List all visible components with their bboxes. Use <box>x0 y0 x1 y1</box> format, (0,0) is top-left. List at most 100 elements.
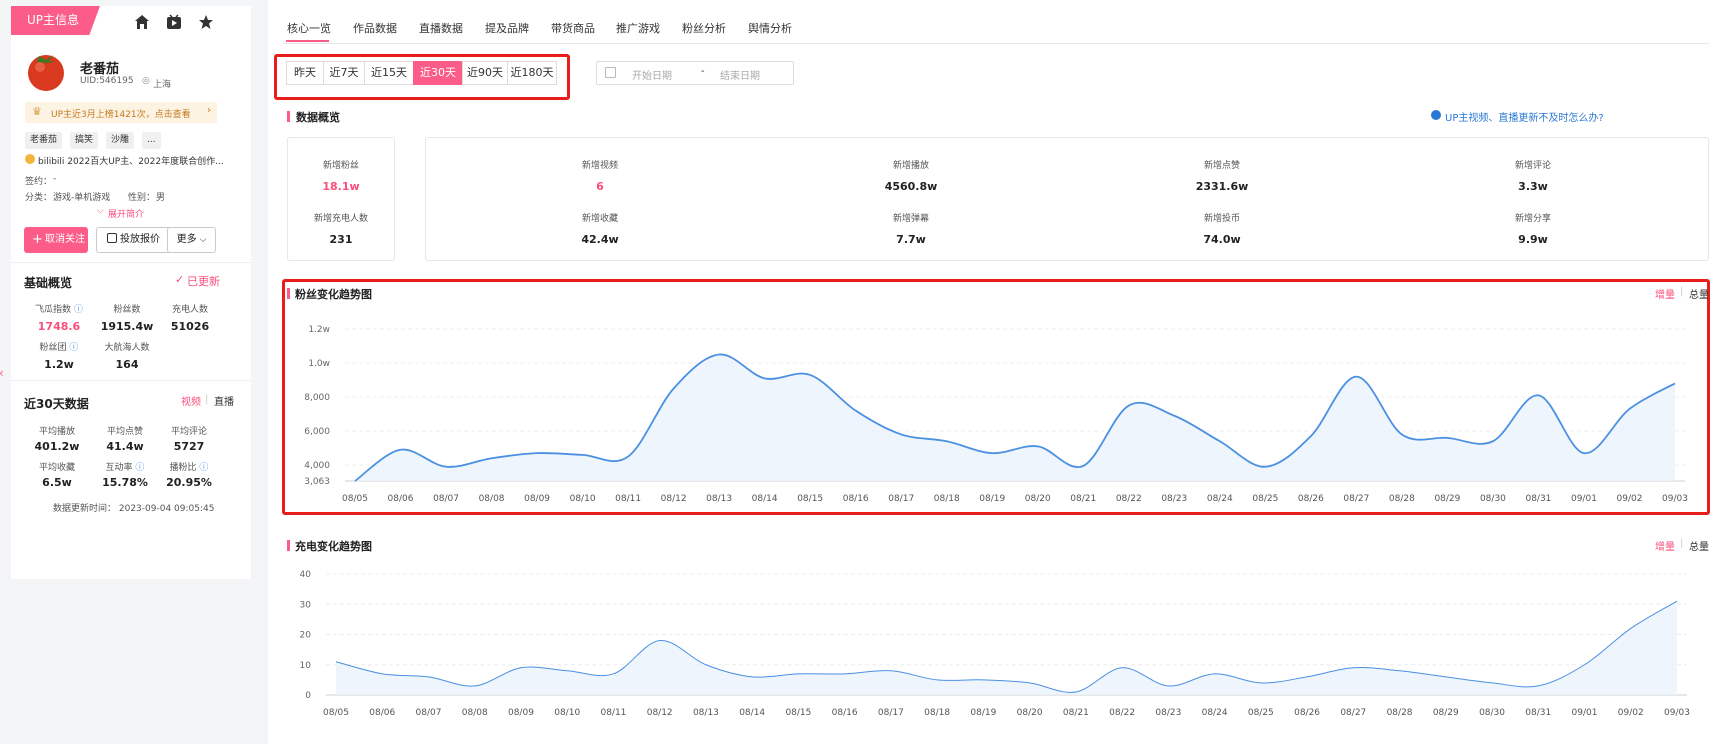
stat-play-fan-ratio: 播粉比 ⓘ 20.95% <box>157 460 221 489</box>
x-tick-label: 08/21 <box>1070 494 1096 504</box>
x-tick-label: 08/19 <box>970 708 996 718</box>
recent-tab-video[interactable]: 视频 <box>181 397 201 408</box>
info-icon: ⓘ <box>66 343 79 353</box>
stat-value: 42.4w <box>581 233 619 246</box>
tab-goods[interactable]: 带货商品 <box>551 22 595 35</box>
series-area <box>355 354 1675 481</box>
stat-value: 401.2w <box>34 440 80 453</box>
charge-toggle-total[interactable]: 总量 <box>1689 542 1709 553</box>
up-info-tab[interactable]: UP主信息 <box>11 6 100 35</box>
y-tick-label: 8,000 <box>304 393 330 403</box>
stat-label: 粉丝数 <box>113 305 141 315</box>
x-tick-label: 08/17 <box>888 494 914 504</box>
stat-label: 新增分享 <box>1514 214 1551 224</box>
location-icon: ◎ <box>142 76 150 86</box>
x-tick-label: 08/20 <box>1017 708 1043 718</box>
sign-label: 签约： <box>25 177 53 187</box>
video-icon[interactable] <box>166 14 184 32</box>
x-tick-label: 09/02 <box>1618 708 1644 718</box>
collapse-handle[interactable]: ‹ <box>0 358 6 390</box>
tab-opinion[interactable]: 舆情分析 <box>748 22 792 35</box>
y-tick-label: 1.0w <box>308 359 330 369</box>
active-tab-underline <box>286 40 329 42</box>
fans-chart-highlight-box <box>282 279 1710 515</box>
rank-banner[interactable]: ♛ UP主近3月上榜1421次，点击查看 › <box>25 102 217 123</box>
category-label: 分类： <box>25 193 53 203</box>
range-30d[interactable]: 近30天 <box>413 61 463 85</box>
fans-toggle-increment[interactable]: 增量 <box>1655 290 1675 301</box>
date-range-picker[interactable]: 开始日期 - 结束日期 <box>596 61 794 85</box>
quote-label: 投放报价 <box>120 234 160 245</box>
tag-chip[interactable]: ... <box>142 132 161 149</box>
x-tick-label: 08/07 <box>416 708 442 718</box>
recent-tab-live[interactable]: 直播 <box>214 397 234 408</box>
tab-separator: | <box>205 394 209 405</box>
stat-value: 1915.4w <box>100 320 154 333</box>
x-tick-label: 08/14 <box>752 494 778 504</box>
x-tick-label: 08/17 <box>878 708 904 718</box>
tab-works[interactable]: 作品数据 <box>353 22 397 35</box>
overview-title: 数据概览 <box>296 111 340 124</box>
x-tick-label: 08/19 <box>979 494 1005 504</box>
range-15d[interactable]: 近15天 <box>364 61 414 85</box>
unfollow-label: 取消关注 <box>45 234 85 245</box>
range-yesterday[interactable]: 昨天 <box>286 61 324 85</box>
range-highlight-box <box>274 54 570 100</box>
date-start[interactable]: 开始日期 <box>632 71 672 82</box>
date-end[interactable]: 结束日期 <box>720 71 760 82</box>
x-tick-label: 08/26 <box>1298 494 1324 504</box>
quote-icon <box>107 233 117 243</box>
stat-value: 164 <box>115 358 139 371</box>
stat-feigua-index: 飞瓜指数 ⓘ 1748.6 <box>27 302 91 333</box>
x-tick-label: 08/09 <box>524 494 550 504</box>
x-tick-label: 08/09 <box>508 708 534 718</box>
quote-button[interactable]: 投放报价 <box>96 227 171 253</box>
tab-fans[interactable]: 粉丝分析 <box>682 22 726 35</box>
x-tick-label: 09/01 <box>1571 494 1597 504</box>
stat-new-danmaku: 新增弹幕 7.7w <box>851 211 971 246</box>
stat-value: 9.9w <box>1518 233 1548 246</box>
divider <box>11 262 251 263</box>
stat-new-plays: 新增播放 4560.8w <box>851 158 971 193</box>
stat-guard: 大航海人数 164 <box>95 340 159 371</box>
tab-games[interactable]: 推广游戏 <box>616 22 660 35</box>
range-7d[interactable]: 近7天 <box>323 61 365 85</box>
range-180d[interactable]: 近180天 <box>507 61 557 85</box>
tab-brands[interactable]: 提及品牌 <box>485 22 529 35</box>
home-icon[interactable] <box>134 14 152 32</box>
series-points <box>354 354 1676 482</box>
expand-intro-link[interactable]: 展开简介 <box>108 210 145 220</box>
stat-new-coins: 新增投币 74.0w <box>1162 211 1282 246</box>
rank-banner-text: UP主近3月上榜1421次，点击查看 <box>51 110 191 120</box>
series-line <box>335 600 1678 693</box>
stat-label: 充电人数 <box>171 305 208 315</box>
fans-toggle-total[interactable]: 总量 <box>1689 290 1709 301</box>
range-90d[interactable]: 近90天 <box>462 61 508 85</box>
star-icon[interactable] <box>198 14 216 32</box>
x-tick-label: 08/28 <box>1389 494 1415 504</box>
tab-live[interactable]: 直播数据 <box>419 22 463 35</box>
x-tick-label: 08/30 <box>1479 708 1505 718</box>
avatar[interactable] <box>25 50 67 92</box>
divider <box>11 380 251 381</box>
tag-chip[interactable]: 搞笑 <box>70 132 99 149</box>
update-time: 数据更新时间： 2023-09-04 09:05:45 <box>53 504 215 514</box>
stat-label: 平均点赞 <box>106 427 143 437</box>
help-link[interactable]: UP主视频、直播更新不及时怎么办? <box>1445 113 1604 124</box>
section-marker <box>287 111 290 122</box>
tag-chip[interactable]: 老番茄 <box>25 132 63 149</box>
unfollow-button[interactable]: + 取消关注 <box>24 227 88 253</box>
tab-core-overview[interactable]: 核心一览 <box>287 22 331 35</box>
charge-toggle-increment[interactable]: 增量 <box>1655 542 1675 553</box>
x-tick-label: 08/21 <box>1063 708 1089 718</box>
tag-chip[interactable]: 沙雕 <box>106 132 135 149</box>
stat-avg-like: 平均点赞 41.4w <box>93 424 157 453</box>
calendar-icon <box>605 67 616 78</box>
x-tick-label: 08/13 <box>693 708 719 718</box>
x-tick-label: 08/26 <box>1294 708 1320 718</box>
stat-label: 互动率 <box>105 463 133 473</box>
stat-value: 5727 <box>173 440 205 453</box>
x-tick-label: 08/05 <box>342 494 368 504</box>
more-button[interactable]: 更多 ⌵ <box>167 227 216 253</box>
x-tick-label: 08/08 <box>462 708 488 718</box>
